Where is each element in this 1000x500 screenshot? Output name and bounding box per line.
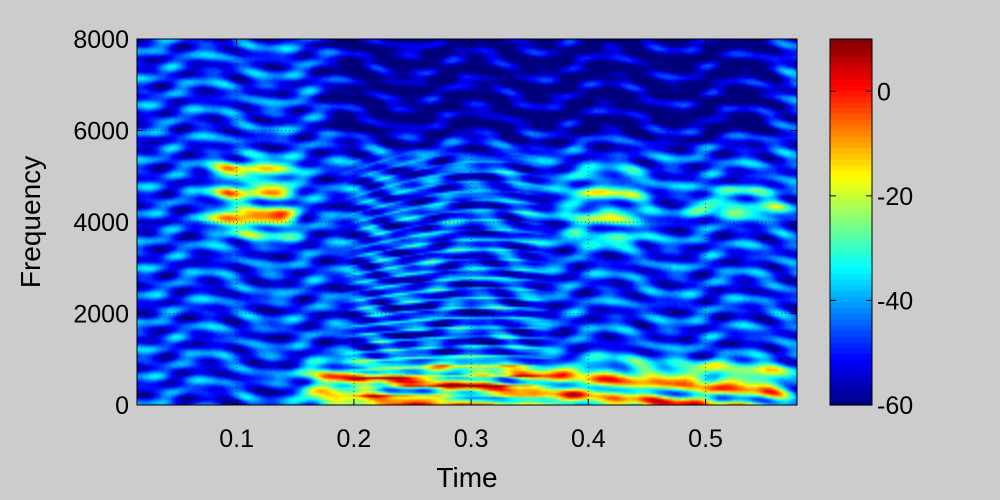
- colorbar-step: [830, 101, 872, 109]
- colorbar: 0 -20 -40 -60: [829, 38, 913, 420]
- colorbar-step: [830, 330, 872, 337]
- x-axis-label: Time: [436, 462, 497, 493]
- colorbar-step: [830, 119, 872, 126]
- colorbar-step: [830, 153, 872, 160]
- colorbar-step: [830, 141, 872, 149]
- colorbar-step: [830, 96, 872, 103]
- colorbar-step: [830, 136, 872, 143]
- colorbar-step: [830, 107, 872, 114]
- y-tick-label: 2000: [73, 301, 129, 329]
- x-tick-label: 0.1: [219, 425, 254, 453]
- colorbar-tick-label: -60: [877, 392, 913, 420]
- colorbar-tick-label: -20: [877, 183, 913, 211]
- colorbar-step: [830, 387, 872, 395]
- colorbar-step: [830, 39, 872, 46]
- colorbar-step: [830, 279, 872, 286]
- colorbar-step: [830, 359, 872, 366]
- x-tick-label: 0.4: [571, 425, 606, 453]
- colorbar-step: [830, 90, 872, 97]
- y-tick-label: 0: [115, 392, 129, 420]
- colorbar-step: [830, 364, 872, 372]
- y-tick-label: 6000: [73, 118, 129, 146]
- colorbar-step: [830, 376, 872, 383]
- colorbar-step: [830, 50, 872, 57]
- colorbar-step: [830, 204, 872, 212]
- colorbar-step: [830, 216, 872, 223]
- colorbar-step: [830, 307, 872, 315]
- colorbar-step: [830, 233, 872, 240]
- y-tick-label: 8000: [73, 26, 129, 54]
- colorbar-step: [830, 370, 872, 378]
- colorbar-gradient: [830, 39, 872, 406]
- colorbar-tick-label: -40: [877, 287, 913, 315]
- colorbar-step: [830, 342, 872, 349]
- colorbar-step: [830, 399, 872, 406]
- colorbar-step: [830, 147, 872, 154]
- colorbar-step: [830, 210, 872, 217]
- colorbar-step: [830, 73, 872, 80]
- x-tick-label: 0.2: [336, 425, 371, 453]
- colorbar-step: [830, 222, 872, 229]
- x-tick-label: 0.5: [688, 425, 723, 453]
- colorbar-step: [830, 244, 872, 252]
- grid-lines: [137, 39, 797, 405]
- colorbar-step: [830, 67, 872, 74]
- x-tick-label: 0.3: [454, 425, 489, 453]
- colorbar-step: [830, 113, 872, 120]
- colorbar-step: [830, 302, 872, 309]
- colorbar-step: [830, 56, 872, 63]
- colorbar-step: [830, 273, 872, 280]
- spectrogram-image: [137, 39, 797, 405]
- colorbar-step: [830, 130, 872, 137]
- colorbar-step: [830, 393, 872, 400]
- colorbar-step: [830, 61, 872, 69]
- colorbar-step: [830, 284, 872, 292]
- colorbar-step: [830, 176, 872, 183]
- colorbar-step: [830, 336, 872, 343]
- colorbar-step: [830, 199, 872, 206]
- colorbar-step: [830, 319, 872, 326]
- y-tick-label: 4000: [73, 209, 129, 237]
- colorbar-step: [830, 290, 872, 297]
- colorbar-step: [830, 324, 872, 332]
- colorbar-tick-label: 0: [877, 78, 891, 106]
- colorbar-step: [830, 347, 872, 355]
- colorbar-step: [830, 164, 872, 172]
- colorbar-step: [830, 262, 872, 269]
- x-axis-ticks: 0.1 0.2 0.3 0.4 0.5: [219, 39, 723, 453]
- colorbar-step: [830, 44, 872, 52]
- colorbar-step: [830, 239, 872, 246]
- colorbar-step: [830, 181, 872, 189]
- spectrogram-plot: 0.1 0.2 0.3 0.4 0.5 0 2000 4000 6000 8000 Time F…: [15, 26, 798, 493]
- colorbar-step: [830, 353, 872, 360]
- colorbar-step: [830, 84, 872, 92]
- y-axis-ticks: 0 2000 4000 6000 8000: [73, 26, 797, 420]
- colorbar-step: [830, 124, 872, 132]
- y-axis-label: Frequency: [15, 156, 46, 288]
- colorbar-step: [830, 382, 872, 389]
- colorbar-step: [830, 170, 872, 177]
- colorbar-step: [830, 159, 872, 166]
- colorbar-step: [830, 187, 872, 195]
- colorbar-step: [830, 79, 872, 86]
- colorbar-step: [830, 256, 872, 263]
- colorbar-frame: [829, 38, 873, 406]
- colorbar-ticks: 0 -20 -40 -60: [830, 78, 913, 420]
- colorbar-step: [830, 267, 872, 275]
- colorbar-step: [830, 296, 872, 303]
- colorbar-step: [830, 193, 872, 200]
- colorbar-step: [830, 227, 872, 235]
- colorbar-step: [830, 313, 872, 320]
- colorbar-step: [830, 250, 872, 257]
